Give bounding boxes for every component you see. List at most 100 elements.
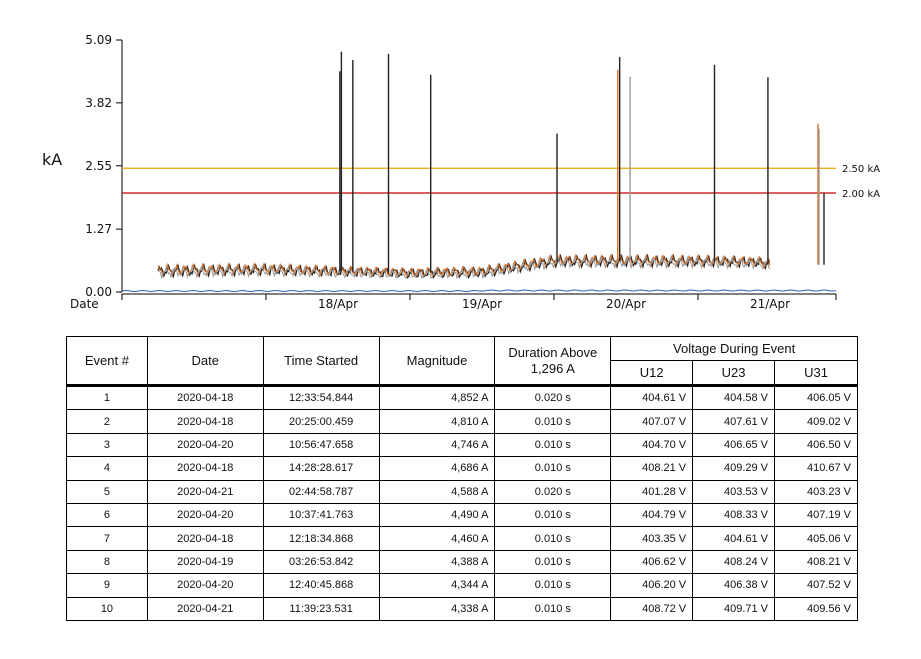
cell-date: 2020-04-18	[146, 526, 264, 551]
cell-u31: 409.56 V	[774, 596, 858, 621]
cell-magnitude: 4,460 A	[378, 526, 496, 551]
cell-magnitude: 4,490 A	[378, 502, 496, 528]
series-load-1	[157, 252, 771, 278]
cell-u31: 410.67 V	[774, 456, 858, 481]
cell-u12: 406.20 V	[610, 573, 694, 598]
current-chart: 0.00 1.27 2.55 3.82 5.09 Date 18/Apr 19/Apr 20/A…	[70, 33, 880, 311]
y-tick-label: 5.09	[85, 33, 112, 47]
cell-duration: 0.010 s	[494, 409, 612, 434]
cell-time: 03:26:53.842	[262, 549, 380, 575]
cell-date: 2020-04-18	[146, 456, 264, 481]
cell-time: 14:28:28.617	[262, 456, 380, 481]
cell-u23: 408.24 V	[692, 549, 776, 575]
cell-u31: 403.23 V	[774, 479, 858, 504]
cell-u23: 404.58 V	[692, 384, 776, 411]
header-u12: U12	[610, 360, 694, 387]
cell-event: 3	[66, 432, 148, 458]
cell-u31: 406.05 V	[774, 384, 858, 411]
cell-u31: 405.06 V	[774, 526, 858, 551]
x-axis-label: Date	[70, 297, 99, 311]
cell-u31: 407.52 V	[774, 573, 858, 598]
cell-date: 2020-04-18	[146, 409, 264, 434]
cell-date: 2020-04-20	[146, 432, 264, 458]
threshold-label: 2.00 kA	[842, 189, 880, 200]
cell-magnitude: 4,344 A	[378, 573, 496, 598]
cell-magnitude: 4,686 A	[378, 456, 496, 481]
cell-duration: 0.020 s	[494, 384, 612, 411]
x-tick-label: 20/Apr	[606, 297, 646, 311]
cell-u12: 404.79 V	[610, 502, 694, 528]
cell-duration: 0.020 s	[494, 479, 612, 504]
cell-event: 1	[66, 384, 148, 411]
cell-magnitude: 4,338 A	[378, 596, 496, 621]
cell-u23: 408.33 V	[692, 502, 776, 528]
cell-event: 2	[66, 409, 148, 434]
cell-event: 10	[66, 596, 148, 621]
cell-u23: 409.71 V	[692, 596, 776, 621]
header-event: Event #	[66, 336, 148, 387]
cell-event: 9	[66, 573, 148, 598]
cell-u12: 407.07 V	[610, 409, 694, 434]
cell-u12: 408.72 V	[610, 596, 694, 621]
cell-magnitude: 4,588 A	[378, 479, 496, 504]
cell-event: 4	[66, 456, 148, 481]
cell-u12: 406.62 V	[610, 549, 694, 575]
y-axis-label: kA	[42, 150, 63, 169]
cell-u23: 406.65 V	[692, 432, 776, 458]
x-tick-label: 19/Apr	[462, 297, 502, 311]
cell-u23: 404.61 V	[692, 526, 776, 551]
cell-duration: 0.010 s	[494, 549, 612, 575]
table-row: 3 2020-04-20 10:56:47.658 4,746 A 0.010 …	[66, 432, 858, 458]
table-row: 1 2020-04-18 12:33:54.844 4,852 A 0.020 …	[66, 384, 858, 411]
cell-time: 12:40:45.868	[262, 573, 380, 598]
cell-event: 7	[66, 526, 148, 551]
threshold-label: 2.50 kA	[842, 164, 880, 175]
cell-u31: 408.21 V	[774, 549, 858, 575]
cell-date: 2020-04-21	[146, 596, 264, 621]
cell-time: 12:18:34.868	[262, 526, 380, 551]
x-tick-label: 21/Apr	[750, 297, 790, 311]
header-u23: U23	[692, 360, 776, 387]
cell-u23: 407.61 V	[692, 409, 776, 434]
cell-u23: 409.29 V	[692, 456, 776, 481]
y-tick-label: 3.82	[85, 96, 112, 110]
cell-duration: 0.010 s	[494, 456, 612, 481]
cell-u12: 408.21 V	[610, 456, 694, 481]
events-table: Event # Date Time Started Magnitude Dura…	[66, 336, 858, 621]
cell-u12: 404.70 V	[610, 432, 694, 458]
cell-time: 02:44:58.787	[262, 479, 380, 504]
cell-u31: 406.50 V	[774, 432, 858, 458]
table-row: 4 2020-04-18 14:28:28.617 4,686 A 0.010 …	[66, 456, 858, 481]
cell-time: 10:56:47.658	[262, 432, 380, 458]
cell-time: 11:39:23.531	[262, 596, 380, 621]
y-tick-label: 2.55	[85, 159, 112, 173]
cell-u23: 403.53 V	[692, 479, 776, 504]
cell-time: 10:37:41.763	[262, 502, 380, 528]
cell-event: 8	[66, 549, 148, 575]
header-u31: U31	[774, 360, 858, 387]
cell-event: 5	[66, 479, 148, 504]
series-baseline	[121, 289, 837, 293]
cell-time: 12:33:54.844	[262, 384, 380, 411]
cell-u12: 404.61 V	[610, 384, 694, 411]
cell-u12: 403.35 V	[610, 526, 694, 551]
header-voltage-group: Voltage During Event	[610, 336, 858, 361]
cell-magnitude: 4,852 A	[378, 384, 496, 411]
table-row: 10 2020-04-21 11:39:23.531 4,338 A 0.010…	[66, 596, 858, 621]
table-row: 9 2020-04-20 12:40:45.868 4,344 A 0.010 …	[66, 573, 858, 598]
y-tick-label: 1.27	[85, 222, 112, 236]
cell-u23: 406.38 V	[692, 573, 776, 598]
header-duration: Duration Above 1,296 A	[494, 336, 612, 387]
header-magnitude: Magnitude	[378, 336, 496, 387]
cell-time: 20:25:00.459	[262, 409, 380, 434]
table-row: 5 2020-04-21 02:44:58.787 4,588 A 0.020 …	[66, 479, 858, 504]
cell-u31: 409.02 V	[774, 409, 858, 434]
cell-date: 2020-04-19	[146, 549, 264, 575]
cell-magnitude: 4,746 A	[378, 432, 496, 458]
cell-duration: 0.010 s	[494, 502, 612, 528]
table-row: 2 2020-04-18 20:25:00.459 4,810 A 0.010 …	[66, 409, 858, 434]
y-tick-label: 0.00	[85, 285, 112, 299]
cell-duration: 0.010 s	[494, 526, 612, 551]
cell-date: 2020-04-20	[146, 573, 264, 598]
cell-duration: 0.010 s	[494, 573, 612, 598]
